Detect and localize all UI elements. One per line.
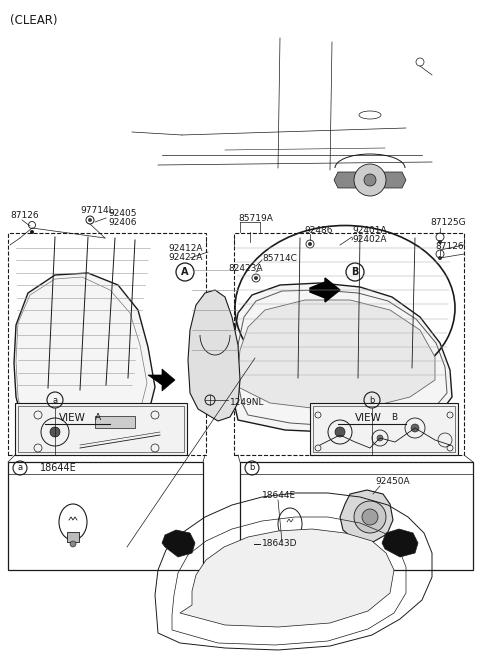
Text: 92405: 92405 <box>108 209 136 217</box>
Text: 97714L: 97714L <box>80 205 114 215</box>
Text: VIEW: VIEW <box>59 413 85 423</box>
Text: 82423A: 82423A <box>228 263 263 273</box>
Text: VIEW: VIEW <box>355 413 382 423</box>
Circle shape <box>50 427 60 437</box>
Text: b: b <box>249 464 255 473</box>
Polygon shape <box>14 273 155 430</box>
Circle shape <box>377 435 383 441</box>
Polygon shape <box>232 283 452 433</box>
FancyBboxPatch shape <box>240 462 473 570</box>
Text: 85714C: 85714C <box>262 253 297 263</box>
Text: 92401A: 92401A <box>352 225 386 235</box>
Polygon shape <box>382 529 418 557</box>
Circle shape <box>354 164 386 196</box>
Circle shape <box>308 242 312 246</box>
Text: 92450A: 92450A <box>375 477 409 487</box>
Text: A: A <box>181 267 189 277</box>
Circle shape <box>438 256 442 260</box>
Polygon shape <box>162 530 195 557</box>
Polygon shape <box>238 300 435 409</box>
Polygon shape <box>148 369 175 391</box>
Text: 92406: 92406 <box>108 217 136 227</box>
Text: b: b <box>369 396 375 404</box>
Polygon shape <box>334 172 406 188</box>
Circle shape <box>30 230 34 234</box>
Text: 85719A: 85719A <box>238 213 273 223</box>
Ellipse shape <box>306 541 318 559</box>
Text: B: B <box>351 267 359 277</box>
Text: 87125G: 87125G <box>430 217 466 227</box>
Circle shape <box>70 541 76 547</box>
FancyBboxPatch shape <box>285 534 295 542</box>
Text: 1249NL: 1249NL <box>230 398 264 406</box>
Polygon shape <box>180 529 394 627</box>
Text: 92402A: 92402A <box>352 235 386 243</box>
Text: a: a <box>17 464 23 473</box>
Text: B: B <box>391 414 397 422</box>
Circle shape <box>335 427 345 437</box>
FancyBboxPatch shape <box>309 554 315 560</box>
Polygon shape <box>310 278 340 302</box>
Text: 92486: 92486 <box>304 225 333 235</box>
Text: A: A <box>95 414 101 422</box>
Ellipse shape <box>59 504 87 540</box>
Circle shape <box>411 424 419 432</box>
Circle shape <box>254 276 258 280</box>
Polygon shape <box>340 490 393 542</box>
Text: 18644E: 18644E <box>40 463 77 473</box>
Text: 18644E: 18644E <box>262 491 296 501</box>
Circle shape <box>364 174 376 186</box>
Circle shape <box>362 509 378 525</box>
FancyBboxPatch shape <box>67 532 79 542</box>
FancyBboxPatch shape <box>95 416 135 428</box>
Text: 92422A: 92422A <box>168 253 203 261</box>
Text: 92412A: 92412A <box>168 243 203 253</box>
FancyBboxPatch shape <box>8 462 203 570</box>
Text: 87126: 87126 <box>435 241 464 251</box>
Text: 18643D: 18643D <box>262 539 298 549</box>
Text: a: a <box>52 396 58 404</box>
FancyBboxPatch shape <box>15 403 187 455</box>
Circle shape <box>88 218 92 222</box>
FancyBboxPatch shape <box>310 403 458 455</box>
Circle shape <box>354 501 386 533</box>
Text: 87126: 87126 <box>10 211 38 219</box>
Polygon shape <box>188 290 240 421</box>
Text: (CLEAR): (CLEAR) <box>10 14 58 27</box>
Circle shape <box>438 240 442 244</box>
Ellipse shape <box>278 508 302 540</box>
